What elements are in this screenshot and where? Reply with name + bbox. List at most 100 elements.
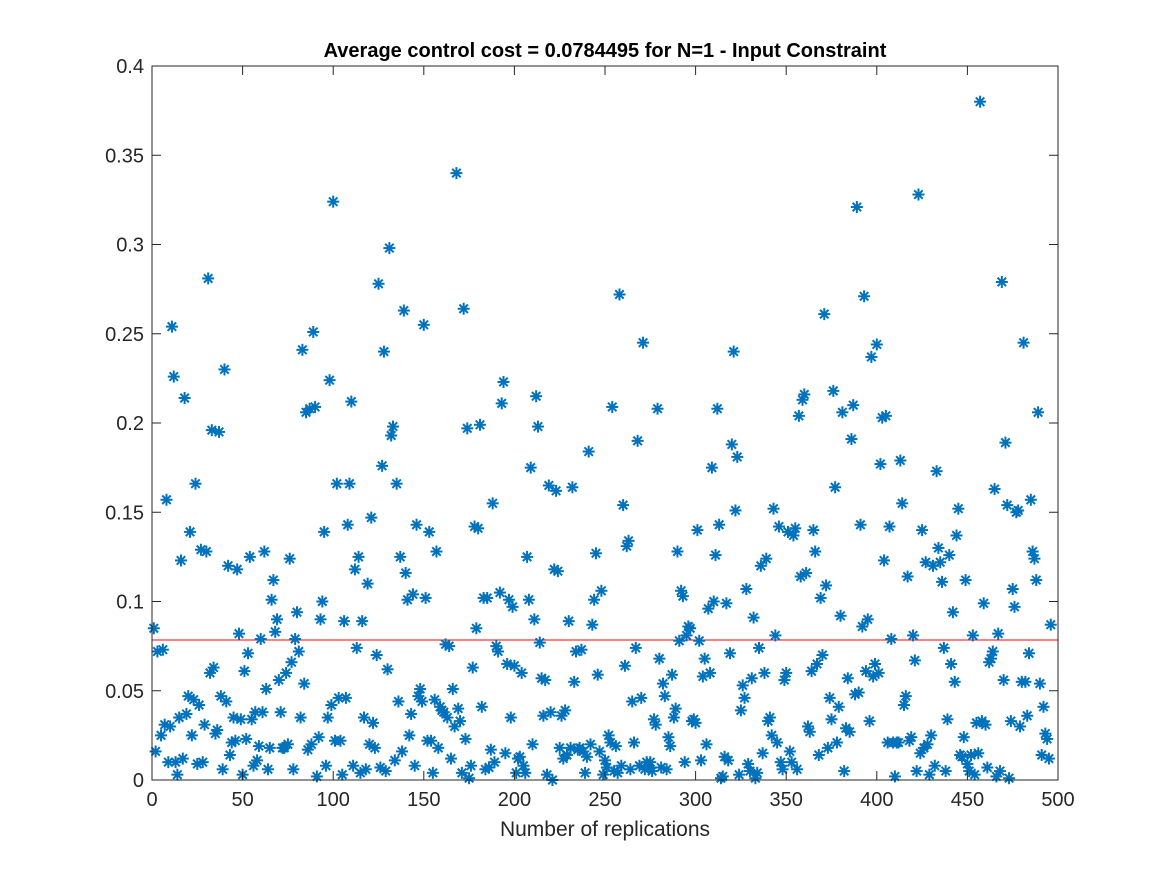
data-point xyxy=(350,641,363,654)
data-point xyxy=(780,666,793,679)
data-point xyxy=(646,765,659,778)
data-point xyxy=(258,545,271,558)
data-point xyxy=(874,458,887,471)
data-point xyxy=(309,400,322,413)
data-point xyxy=(318,525,331,538)
data-point xyxy=(352,550,365,563)
data-point xyxy=(202,272,215,285)
data-point xyxy=(560,749,573,762)
data-point xyxy=(559,704,572,717)
data-point xyxy=(256,706,269,719)
data-point xyxy=(999,436,1012,449)
data-point xyxy=(432,741,445,754)
data-point xyxy=(461,422,474,435)
data-point xyxy=(841,672,854,685)
data-point xyxy=(738,691,751,704)
data-point xyxy=(1042,752,1055,765)
data-point xyxy=(885,632,898,645)
data-point xyxy=(974,95,987,108)
data-point xyxy=(385,429,398,442)
data-point xyxy=(408,759,421,772)
data-point xyxy=(756,747,769,760)
data-point xyxy=(1004,715,1017,728)
plot-area xyxy=(152,66,1058,780)
data-point xyxy=(965,749,978,762)
data-point xyxy=(156,643,169,656)
data-point xyxy=(678,756,691,769)
data-point xyxy=(386,420,399,433)
data-point xyxy=(289,632,302,645)
data-point xyxy=(825,713,838,726)
data-point xyxy=(504,711,517,724)
data-point xyxy=(716,770,729,783)
data-point xyxy=(624,763,637,776)
data-point xyxy=(664,740,677,753)
data-point xyxy=(883,520,896,533)
data-point xyxy=(519,766,532,779)
data-point xyxy=(1033,677,1046,690)
data-point xyxy=(807,524,820,537)
data-point xyxy=(1013,720,1026,733)
data-point xyxy=(522,593,535,606)
data-point xyxy=(689,716,702,729)
y-tick-label: 0.35 xyxy=(105,145,144,167)
x-tick-label: 350 xyxy=(770,789,803,811)
data-point xyxy=(446,682,459,695)
data-point xyxy=(763,711,776,724)
data-point xyxy=(745,672,758,685)
data-point xyxy=(1001,499,1014,512)
data-point xyxy=(243,550,256,563)
data-point xyxy=(312,731,325,744)
data-point xyxy=(506,600,519,613)
data-point xyxy=(189,477,202,490)
data-point xyxy=(327,195,340,208)
data-point xyxy=(879,409,892,422)
data-point xyxy=(211,724,224,737)
data-point xyxy=(330,477,343,490)
data-point xyxy=(754,559,767,572)
data-point xyxy=(858,290,871,303)
data-point xyxy=(936,575,949,588)
data-point xyxy=(966,629,979,642)
data-point xyxy=(588,593,601,606)
data-point xyxy=(550,484,563,497)
data-point xyxy=(271,613,284,626)
data-point xyxy=(863,715,876,728)
data-point xyxy=(240,732,253,745)
data-point xyxy=(321,711,334,724)
data-point xyxy=(448,720,461,733)
data-point xyxy=(216,763,229,776)
data-point xyxy=(861,613,874,626)
data-point xyxy=(994,765,1007,778)
data-point xyxy=(218,363,231,376)
data-point xyxy=(174,554,187,567)
data-point xyxy=(419,591,432,604)
data-point xyxy=(196,756,209,769)
data-point xyxy=(358,711,371,724)
data-point xyxy=(673,634,686,647)
data-point xyxy=(627,736,640,749)
data-point xyxy=(952,502,965,515)
data-point xyxy=(582,445,595,458)
data-point xyxy=(370,649,383,662)
data-point xyxy=(972,747,985,760)
data-point xyxy=(789,522,802,535)
data-point xyxy=(816,649,829,662)
data-point xyxy=(615,759,628,772)
data-point xyxy=(316,595,329,608)
data-point xyxy=(415,695,428,708)
data-point xyxy=(457,302,470,315)
data-point xyxy=(1003,772,1016,785)
data-point xyxy=(1030,574,1043,587)
data-point xyxy=(428,693,441,706)
data-point xyxy=(292,645,305,658)
data-point xyxy=(758,666,771,679)
data-point xyxy=(459,732,472,745)
data-point xyxy=(992,627,1005,640)
data-point xyxy=(205,424,218,437)
data-point xyxy=(542,479,555,492)
data-point xyxy=(684,622,697,635)
data-point xyxy=(872,666,885,679)
data-point xyxy=(220,695,233,708)
data-point xyxy=(599,754,611,767)
